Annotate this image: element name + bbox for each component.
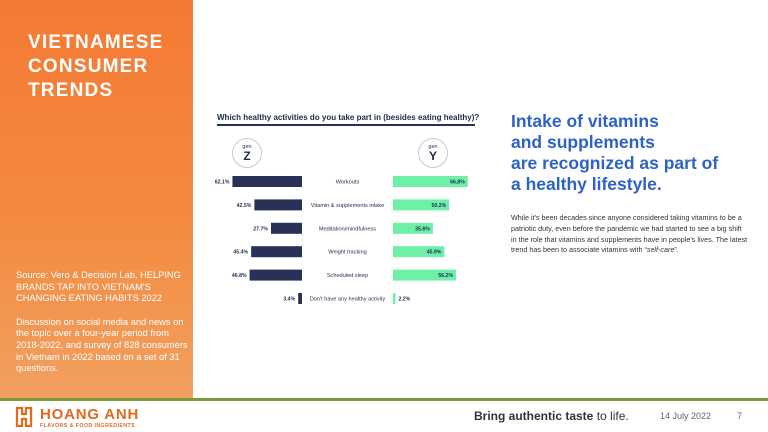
- data-label-gen-y: 2.2%: [398, 297, 410, 303]
- tagline-bold: Bring authentic taste: [474, 409, 594, 423]
- legend-gen-z: gen Z: [232, 138, 262, 168]
- category-label: Workouts: [336, 180, 360, 186]
- source-citation: Source: Vero & Decision Lab, HELPING BRA…: [16, 270, 181, 304]
- slide-date: 14 July 2022: [660, 411, 712, 421]
- bar-gen-y: [393, 269, 456, 281]
- category-label: Vitamin & supplements intake: [311, 203, 385, 209]
- bar-gen-y: [393, 199, 450, 211]
- data-label-gen-z: 62.1%: [215, 180, 230, 186]
- data-label-gen-y: 35.6%: [415, 226, 430, 232]
- legend-gen-y-letter: Y: [428, 149, 437, 163]
- data-label-gen-y: 66.8%: [450, 180, 465, 186]
- bar-gen-y: [393, 293, 396, 304]
- sidebar-title: VIETNAMESE CONSUMER TRENDS: [28, 32, 164, 101]
- tagline: Bring authentic taste to life.: [474, 409, 629, 423]
- data-label-gen-z: 45.4%: [233, 250, 248, 256]
- data-label-gen-y: 50.2%: [432, 203, 447, 209]
- headline: Intake of vitamins and supplements are r…: [511, 111, 719, 194]
- chart-title: Which healthy activities do you take par…: [217, 113, 480, 122]
- data-label-gen-z: 3.4%: [283, 297, 295, 303]
- chart-title-rule: [217, 124, 475, 126]
- sidebar-source: Source: Vero & Decision Lab, HELPING BRA…: [16, 270, 188, 387]
- bar-gen-z: [254, 199, 302, 211]
- page-number: 7: [737, 411, 743, 421]
- bar-gen-z: [270, 222, 302, 234]
- category-label: Don't have any healthy activity: [310, 297, 386, 303]
- bar-gen-z: [249, 269, 302, 281]
- data-label-gen-y: 56.2%: [438, 273, 453, 279]
- legend-gen-y-prefix: gen: [428, 144, 438, 150]
- brand-name: HOANG ANH: [40, 406, 140, 423]
- brand-mark-icon: [15, 406, 33, 428]
- bar-gen-z: [251, 246, 302, 258]
- footer-divider: [0, 398, 768, 401]
- body-text-main: While it's been decades since anyone con…: [511, 213, 748, 255]
- bar-gen-y: [393, 176, 468, 187]
- body-emphasis: self-care: [646, 245, 675, 255]
- body-paragraph: While it's been decades since anyone con…: [511, 213, 749, 256]
- body-text-end: ”.: [674, 245, 679, 255]
- legend-gen-z-prefix: gen: [242, 144, 252, 150]
- sidebar-panel: VIETNAMESE CONSUMER TRENDS Source: Vero …: [0, 0, 193, 398]
- legend-gen-y: gen Y: [418, 138, 448, 168]
- category-label: Weight tracking: [328, 250, 366, 256]
- data-label-gen-z: 42.5%: [237, 203, 252, 209]
- data-label-gen-y: 45.9%: [427, 250, 442, 256]
- bar-gen-y: [393, 222, 433, 234]
- bar-gen-z: [298, 293, 302, 304]
- category-label: Scheduled sleep: [327, 273, 368, 279]
- data-label-gen-z: 46.8%: [232, 273, 247, 279]
- category-label: Meditation/mindfulness: [319, 226, 376, 232]
- tagline-rest: to life.: [593, 409, 629, 423]
- legend-gen-z-letter: Z: [243, 149, 251, 163]
- brand-subtitle: FLAVORS & FOOD INGREDIENTS: [40, 423, 136, 429]
- bar-gen-y: [393, 246, 445, 258]
- methodology-note: Discussion on social media and news on t…: [16, 316, 188, 374]
- bar-gen-z: [232, 176, 302, 187]
- data-label-gen-z: 27.7%: [253, 226, 268, 232]
